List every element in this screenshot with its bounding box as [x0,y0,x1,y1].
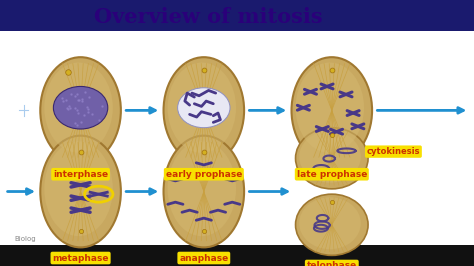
Ellipse shape [295,128,368,189]
Ellipse shape [164,136,244,247]
Ellipse shape [40,136,121,247]
Ellipse shape [299,197,361,249]
Ellipse shape [167,63,236,153]
Ellipse shape [44,141,113,236]
Text: metaphase: metaphase [52,253,109,263]
Ellipse shape [164,57,244,164]
Ellipse shape [44,63,113,153]
Ellipse shape [40,57,121,164]
Text: cytokinesis: cytokinesis [367,147,420,156]
Ellipse shape [296,63,364,153]
Ellipse shape [292,57,372,164]
Ellipse shape [295,194,368,255]
Text: anaphase: anaphase [179,253,228,263]
Text: telophase: telophase [307,261,357,266]
Ellipse shape [299,131,361,183]
Text: early prophase: early prophase [165,170,242,179]
FancyBboxPatch shape [0,0,474,31]
Ellipse shape [178,88,230,128]
Text: late prophase: late prophase [297,170,367,179]
FancyBboxPatch shape [0,245,474,266]
Ellipse shape [54,86,108,129]
FancyBboxPatch shape [0,31,474,245]
Text: interphase: interphase [53,170,108,179]
Ellipse shape [167,141,236,236]
Text: Biolog: Biolog [14,236,36,242]
Text: Overview of mitosis: Overview of mitosis [94,7,323,27]
